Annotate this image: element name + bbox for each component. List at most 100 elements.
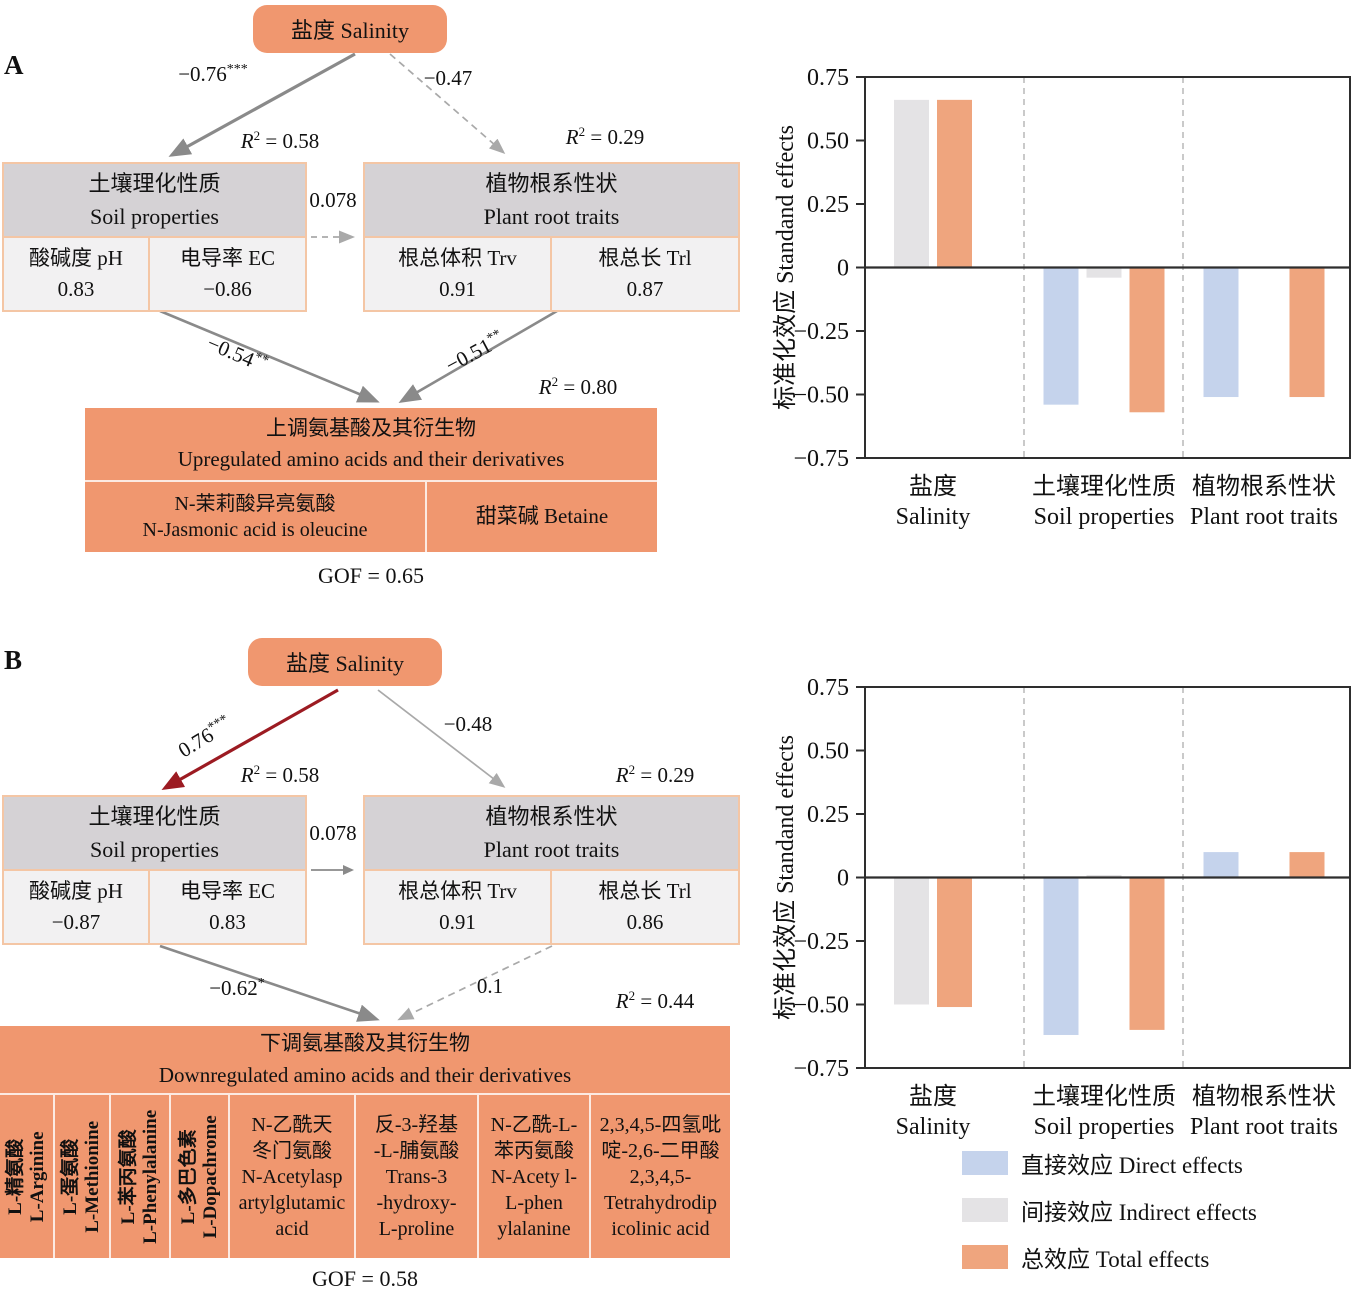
y-axis-title: 标准化效应 Standand effects — [772, 735, 799, 1020]
x-category-label-zh: 土壤理化性质 — [1032, 1083, 1176, 1110]
node-b-soil-ec: 电导率 EC 0.83 — [148, 869, 307, 945]
bar-Total-salinity — [937, 877, 972, 1008]
y-tick-label: −0.25 — [793, 929, 849, 955]
y-tick-label: −0.75 — [793, 446, 849, 472]
bar-Indirect-salinity — [894, 99, 929, 268]
bar-Direct-plant-root-traits — [1203, 852, 1239, 878]
bar-Direct-plant-root-traits — [1203, 267, 1239, 398]
y-tick-label: −0.50 — [793, 993, 849, 1019]
y-tick-label: 0.50 — [807, 739, 849, 765]
r2-b-soil: R2 = 0.58 — [240, 762, 320, 787]
panel-a-letter: A — [4, 50, 24, 80]
r2-a-root: R2 = 0.29 — [565, 124, 645, 149]
y-tick-label: −0.25 — [793, 319, 849, 345]
node-a-salinity: 盐度 Salinity — [253, 5, 447, 53]
bar-Indirect-soil-properties — [1086, 874, 1122, 878]
path-label-b-soil-root: 0.078 — [309, 821, 357, 845]
r2-b-root: R2 = 0.29 — [615, 762, 695, 787]
node-b-amino-cell-tetrahydrodipicolinic: 2,3,4,5-四氢吡 啶-2,6-二甲酸 2,3,4,5- Tetrahydr… — [589, 1095, 730, 1258]
node-a-soil-header: 土壤理化性质 Soil properties — [2, 162, 307, 238]
arrow-a-salinity-to-root — [389, 53, 506, 154]
arrow-b-salinity-to-root — [377, 689, 506, 788]
arrow-a-salinity-to-soil — [168, 52, 356, 157]
x-category-label-en: Salinity — [896, 504, 971, 530]
gof-b: GOF = 0.58 — [312, 1266, 418, 1291]
arrow-a-root-to-amino — [398, 309, 558, 404]
node-b-amino-title: 下调氨基酸及其衍生物 Downregulated amino acids and… — [158, 1031, 572, 1087]
y-tick-label: 0.50 — [807, 129, 849, 155]
x-category-label-zh: 土壤理化性质 — [1032, 473, 1176, 500]
node-a-soil-ph: 酸碱度 pH 0.83 — [2, 236, 150, 312]
node-a-root-header: 植物根系性状 Plant root traits — [363, 162, 740, 238]
arrow-b-soil-to-amino — [159, 944, 380, 1022]
node-b-amino-cell-trans3hydroxyproline: 反-3-羟基 -L-脯氨酸 Trans-3 -hydroxy- L-prolin… — [354, 1095, 477, 1258]
legend-item-0: 直接效应 Direct effects — [962, 1146, 1257, 1180]
bar-Total-plant-root-traits — [1289, 267, 1325, 398]
y-tick-label: 0 — [837, 866, 849, 892]
legend-swatch — [962, 1198, 1008, 1222]
node-b-soil-ph: 酸碱度 pH −0.87 — [2, 869, 150, 945]
path-label-a-salinity-soil: −0.76*** — [178, 62, 248, 86]
node-b-amino-cell-acetylaspartylglutamic: N-乙酰天 冬门氨酸 N-Acetylasp artylglutamic aci… — [228, 1095, 354, 1258]
arrow-a-soil-to-amino — [159, 309, 380, 403]
legend-swatch — [962, 1245, 1008, 1269]
node-a-amino-cell-jasmonic: N-茉莉酸异亮氨酸 N-Jasmonic acid is oleucine — [142, 493, 368, 541]
r2-a-amino: R2 = 0.80 — [538, 374, 618, 399]
x-category-label-en: Plant root traits — [1190, 1114, 1338, 1140]
y-tick-label: −0.50 — [793, 383, 849, 409]
y-tick-label: 0.75 — [807, 65, 849, 91]
node-b-root-header: 植物根系性状 Plant root traits — [363, 795, 740, 871]
x-category-label-en: Soil properties — [1034, 1114, 1175, 1140]
node-a-soil-ec: 电导率 EC −0.86 — [148, 236, 307, 312]
gof-a: GOF = 0.65 — [318, 563, 424, 588]
path-label-a-soil-root: 0.078 — [309, 188, 357, 212]
r2-a-soil: R2 = 0.58 — [240, 128, 320, 153]
node-b-amino-cell-arginine: L-精氨酸 L-Arginine — [4, 1131, 48, 1222]
y-tick-label: 0.25 — [807, 802, 849, 828]
bar-chart-panel-b: 0.75 0.50 0.25 0 −0.25 −0.50 −0.75 盐度 Salinity 土壤… — [772, 675, 1351, 1140]
arrow-b-salinity-to-soil — [161, 688, 339, 790]
bar-Total-plant-root-traits — [1289, 852, 1325, 878]
bar-Total-salinity — [937, 99, 972, 268]
node-b-amino-cell-dopachrome: L-多巴色素 L-Dopachrome — [169, 1095, 228, 1258]
path-label-b-soil-amino: −0.62* — [209, 976, 265, 1000]
x-category-label-zh: 盐度 — [909, 1083, 957, 1110]
y-tick-label: 0.75 — [807, 675, 849, 701]
node-a-amino-cells: N-茉莉酸异亮氨酸 N-Jasmonic acid is oleucine 甜菜… — [85, 480, 657, 552]
bar-Indirect-salinity — [894, 877, 929, 1005]
panel-b-letter: B — [4, 645, 23, 675]
chart-legend: 直接效应 Direct effects 间接效应 Indirect effects… — [962, 1146, 1257, 1287]
legend-swatch — [962, 1151, 1008, 1175]
legend-label: 间接效应 Indirect effects — [1021, 1200, 1257, 1225]
node-b-amino-cell-phenylalanine: L-苯丙氨酸 L-Phenylalanine — [109, 1095, 169, 1258]
arrow-b-root-to-amino — [397, 945, 553, 1021]
x-category-label-zh: 植物根系性状 — [1192, 1083, 1336, 1110]
path-label-b-salinity-root: −0.48 — [443, 712, 493, 736]
node-a-amino: 上调氨基酸及其衍生物 Upregulated amino acids and t… — [85, 408, 657, 552]
node-b-root-trl: 根总长 Trl 0.86 — [550, 869, 740, 945]
x-category-label-zh: 盐度 — [909, 473, 957, 500]
y-axis-title: 标准化效应 Standand effects — [772, 125, 799, 410]
node-a-root-trv: 根总体积 Trv 0.91 — [363, 236, 552, 312]
legend-label: 总效应 Total effects — [1021, 1247, 1210, 1272]
node-b-root-trv: 根总体积 Trv 0.91 — [363, 869, 552, 945]
bar-Total-soil-properties — [1129, 267, 1165, 413]
node-a-root-trl: 根总长 Trl 0.87 — [550, 236, 740, 312]
node-b-soil-header: 土壤理化性质 Soil properties — [2, 795, 307, 871]
x-category-label-zh: 植物根系性状 — [1192, 473, 1336, 500]
y-tick-label: 0 — [837, 256, 849, 282]
bar-Total-soil-properties — [1129, 877, 1165, 1030]
x-category-label-en: Salinity — [896, 1114, 971, 1140]
node-b-amino-cells: L-精氨酸 L-Arginine L-蛋氨酸 L-Methionine L-苯丙… — [0, 1093, 730, 1258]
bar-chart-panel-a: 0.75 0.50 0.25 0 −0.25 −0.50 −0.75 盐度 Salinity 土壤… — [772, 65, 1351, 530]
x-category-label-en: Soil properties — [1034, 504, 1175, 530]
path-label-b-root-amino: 0.1 — [476, 974, 504, 998]
node-b-amino-cell-methionine: L-蛋氨酸 L-Methionine — [53, 1095, 109, 1258]
y-tick-label: 0.25 — [807, 192, 849, 218]
path-label-a-salinity-root: −0.47 — [423, 66, 473, 90]
node-b-amino-cell-acetylphenylalanine: N-乙酰-L- 苯丙氨酸 N-Acety l- L-phen ylalanine — [477, 1095, 589, 1258]
legend-label: 直接效应 Direct effects — [1021, 1153, 1243, 1178]
legend-item-1: 间接效应 Indirect effects — [962, 1193, 1257, 1227]
